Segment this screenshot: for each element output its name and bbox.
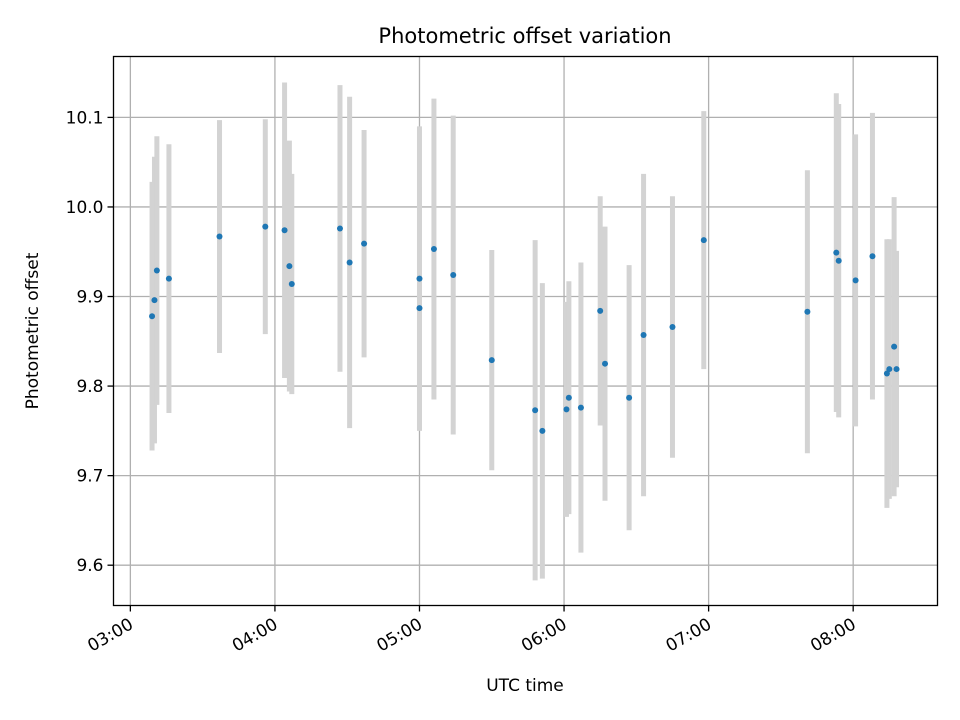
plot-frame <box>112 55 939 607</box>
data-point <box>565 394 572 401</box>
data-point <box>626 394 633 401</box>
data-point <box>165 275 172 282</box>
data-point <box>893 366 900 373</box>
data-point <box>804 308 811 315</box>
data-point <box>361 240 368 247</box>
y-tick-label: 10.0 <box>66 198 104 218</box>
y-tick-label: 9.6 <box>76 556 103 576</box>
data-point <box>577 404 584 411</box>
y-tick-label: 10.1 <box>66 108 104 128</box>
data-point <box>281 227 288 234</box>
y-axis-label: Photometric offset <box>23 252 43 409</box>
y-tick-label: 9.9 <box>76 288 103 308</box>
x-axis-label: UTC time <box>486 676 564 696</box>
data-point <box>153 267 160 274</box>
data-point <box>149 313 156 320</box>
data-point <box>891 343 898 350</box>
data-point <box>532 407 539 414</box>
data-point <box>835 257 842 264</box>
y-tick-label: 9.8 <box>76 377 103 397</box>
data-point <box>669 323 676 330</box>
data-point <box>869 253 876 260</box>
data-point <box>886 366 893 373</box>
data-point <box>450 272 457 279</box>
data-point <box>336 225 343 232</box>
data-point <box>833 249 840 256</box>
data-points <box>149 223 900 434</box>
data-point <box>288 280 295 287</box>
data-point <box>539 427 546 434</box>
data-point <box>430 246 437 253</box>
plot-area-background <box>113 56 938 606</box>
data-point <box>602 360 609 367</box>
data-point <box>488 357 495 364</box>
data-point <box>883 370 890 377</box>
data-point <box>416 305 423 312</box>
chart-title: Photometric offset variation <box>378 24 671 48</box>
data-point <box>852 277 859 284</box>
data-point <box>563 406 570 413</box>
data-point <box>597 307 604 314</box>
data-point <box>286 263 293 270</box>
y-tick-label: 9.7 <box>76 467 103 487</box>
data-point <box>700 237 707 244</box>
data-point <box>346 259 353 266</box>
data-point <box>640 332 647 339</box>
y-axis-ticks: 9.6 9.7 9.8 9.9 10.0 10.1 <box>66 108 114 576</box>
data-point <box>416 275 423 282</box>
data-point <box>216 233 223 240</box>
data-point <box>262 223 269 230</box>
data-point <box>151 297 158 304</box>
